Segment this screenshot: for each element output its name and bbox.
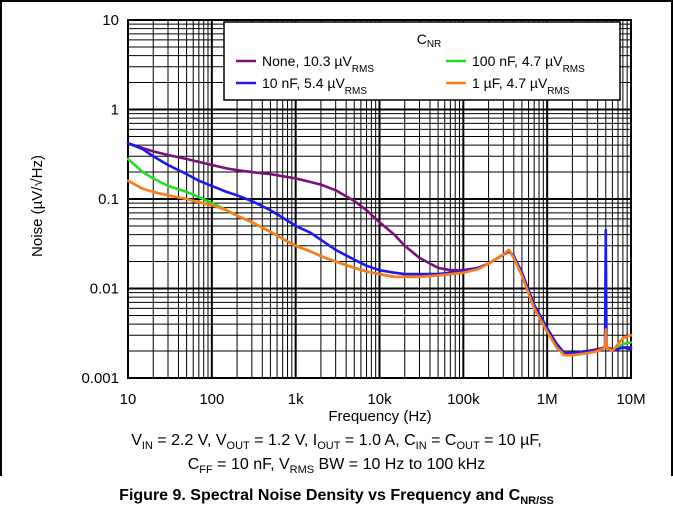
- legend-text-run: 1 µF, 4.7 µV: [472, 75, 548, 91]
- series-lines: [126, 141, 633, 357]
- x-tick-label: 10: [120, 391, 137, 408]
- text-run: = C: [426, 432, 457, 449]
- x-axis-title: Frequency (Hz): [328, 408, 431, 425]
- x-tick-label: 1M: [537, 391, 558, 408]
- axis-titles: Frequency (Hz) Noise (µV/√Hz): [29, 155, 432, 425]
- text-run: = 10 µF,: [479, 432, 542, 449]
- text-run: = 1.2 V, I: [249, 432, 318, 449]
- y-tick-label: 0.01: [90, 281, 119, 298]
- y-tick-label: 0.1: [98, 191, 119, 208]
- subscript-text: OUT: [226, 440, 250, 453]
- x-tick-label: 100: [199, 391, 224, 408]
- subscript-text: IN: [415, 440, 427, 453]
- tick-labels: 10 100 1k 10k 100k 1M 10M 0.001 0.01 0.1 1 10: [81, 12, 645, 408]
- top-border-line: [0, 0, 673, 2]
- y-tick-label: 0.001: [81, 370, 119, 387]
- legend-text-run: None, 10.3 µV: [262, 53, 352, 69]
- legend-label-c10n: 10 nF, 5.4 µVRMS: [262, 75, 367, 97]
- text-run: C: [187, 456, 200, 473]
- text-run: = 1.0 A, C: [340, 432, 416, 449]
- y-tick-label: 10: [102, 12, 119, 29]
- conditions-line-2: CFF = 10 nF, VRMS BW = 10 Hz to 100 kHz: [0, 456, 673, 476]
- subscript-text: RMS: [289, 464, 315, 477]
- y-tick-label: 1: [111, 102, 119, 119]
- legend-label-c100n: 100 nF, 4.7 µVRMS: [472, 53, 585, 75]
- text-run: = 2.2 V, V: [152, 432, 227, 449]
- legend-text-run: 100 nF, 4.7 µV: [472, 53, 563, 69]
- subscript-text: OUT: [456, 440, 480, 453]
- subscript-text: OUT: [317, 440, 341, 453]
- y-axis-title: Noise (µV/√Hz): [29, 155, 46, 257]
- x-tick-label: 100k: [447, 391, 480, 408]
- legend-text-run: 10 nF, 5.4 µV: [262, 75, 345, 91]
- subscript-text: IN: [141, 440, 153, 453]
- text-run: = 10 nF, V: [212, 456, 290, 473]
- legend-subscript: RMS: [563, 64, 586, 75]
- legend-subscript: RMS: [352, 64, 375, 75]
- legend-box: [223, 21, 621, 101]
- legend-subscript: RMS: [345, 86, 368, 97]
- legend-label-c1u: 1 µF, 4.7 µVRMS: [472, 75, 570, 97]
- legend-label-none: None, 10.3 µVRMS: [262, 53, 374, 75]
- subscript-text: FF: [199, 464, 213, 477]
- text-run: Figure 9. Spectral Noise Density vs Freq…: [119, 487, 521, 504]
- right-border-line: [671, 0, 673, 476]
- text-run: BW = 10 Hz to 100 kHz: [314, 456, 486, 473]
- text-run: V: [131, 432, 142, 449]
- series-line-c1u: [126, 179, 633, 357]
- plot-border: [127, 19, 632, 379]
- figure-caption: Figure 9. Spectral Noise Density vs Freq…: [0, 487, 673, 507]
- series-line-c10n: [126, 141, 633, 355]
- legend-subscript: RMS: [547, 86, 570, 97]
- x-tick-label: 1k: [288, 391, 304, 408]
- subscript-text: NR/SS: [520, 495, 554, 508]
- conditions-line-1: VIN = 2.2 V, VOUT = 1.2 V, IOUT = 1.0 A,…: [0, 432, 673, 452]
- x-tick-label: 10M: [616, 391, 645, 408]
- x-tick-label: 10k: [367, 391, 392, 408]
- left-border-line: [0, 0, 2, 476]
